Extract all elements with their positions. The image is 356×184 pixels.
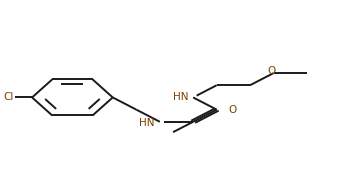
- Text: Cl: Cl: [4, 92, 14, 102]
- Text: HN: HN: [139, 118, 155, 128]
- Text: O: O: [268, 66, 276, 76]
- Text: O: O: [228, 105, 236, 115]
- Text: HN: HN: [173, 92, 189, 102]
